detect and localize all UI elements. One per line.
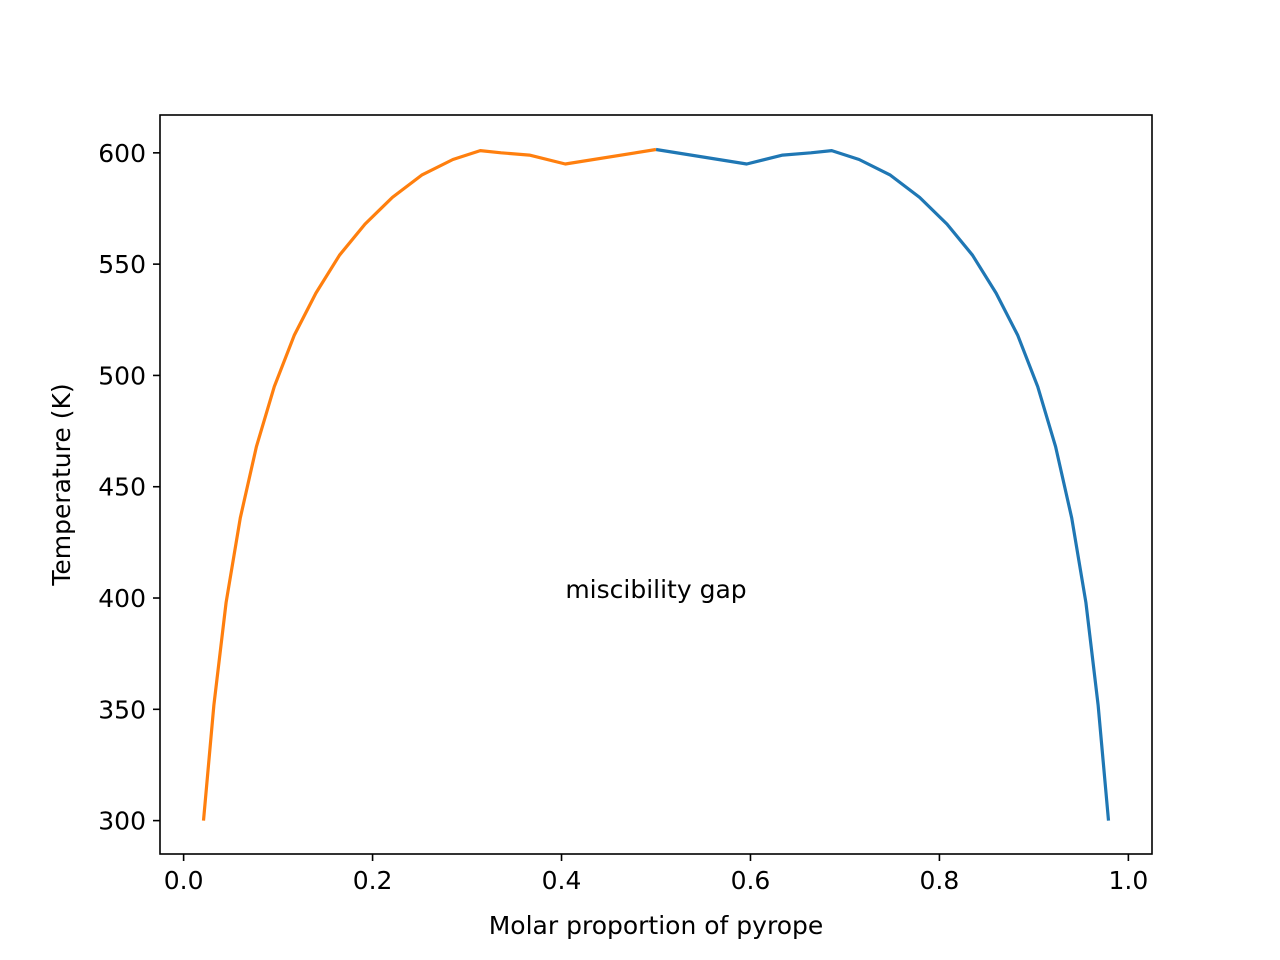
y-tick-label: 500	[98, 361, 146, 390]
x-tick-label: 0.6	[731, 866, 771, 895]
x-tick-label: 0.0	[164, 866, 204, 895]
x-tick-label: 1.0	[1108, 866, 1148, 895]
y-tick-label: 400	[98, 584, 146, 613]
series-line-1	[655, 147, 1111, 821]
y-tick-label: 300	[98, 807, 146, 836]
y-tick-label: 450	[98, 473, 146, 502]
y-tick-label: 600	[98, 139, 146, 168]
x-axis: 0.0 0.2 0.4 0.6 0.8 1.0	[164, 854, 1148, 895]
x-axis-label: Molar proportion of pyrope	[489, 911, 824, 940]
y-axis-label: Temperature (K)	[47, 383, 76, 586]
x-tick-label: 0.2	[353, 866, 393, 895]
y-axis: 300 350 400 450 500 550 600	[98, 139, 160, 836]
x-tick-label: 0.4	[542, 866, 582, 895]
y-tick-label: 550	[98, 250, 146, 279]
axes-frame	[159, 114, 1153, 855]
y-tick-label: 350	[98, 695, 146, 724]
plot-area	[201, 147, 1111, 821]
x-tick-label: 0.8	[920, 866, 960, 895]
series-line-2	[201, 147, 657, 821]
miscibility-gap-annotation: miscibility gap	[565, 575, 746, 604]
